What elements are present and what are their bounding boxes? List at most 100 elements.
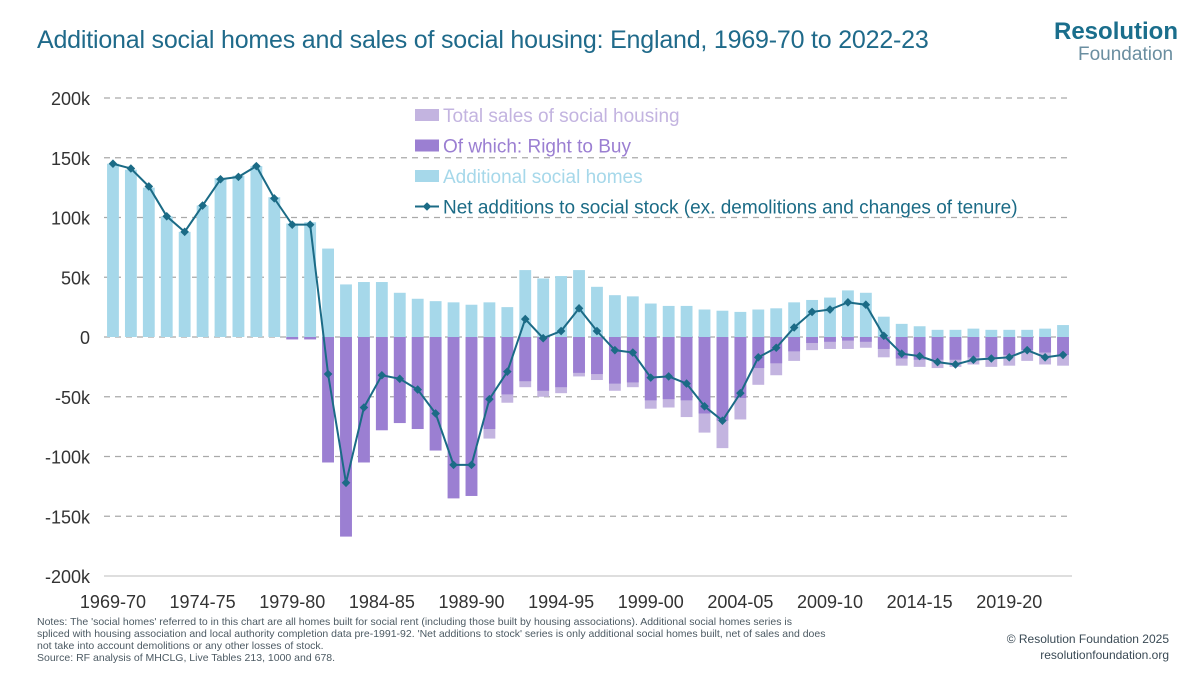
net-additions-marker [574, 304, 584, 313]
source-line: Source: RF analysis of MHCLG, Live Table… [37, 651, 336, 664]
y-tick-label: 200k [51, 89, 91, 109]
x-tick-label: 2004-05 [707, 592, 773, 612]
total-sales-bar [806, 337, 818, 351]
net-additions-marker [700, 402, 709, 411]
additional-homes-bar [1021, 329, 1034, 337]
additional-homes-bar [142, 187, 155, 337]
right-to-buy-bar [626, 337, 639, 383]
right-to-buy-bar [788, 337, 801, 352]
net-additions-marker [144, 182, 154, 191]
additional-homes-bar [304, 222, 317, 337]
additional-homes-bar [770, 308, 783, 337]
legend-label: Additional social homes [443, 167, 643, 188]
additional-homes-bar [429, 301, 442, 337]
net-additions-marker [431, 409, 440, 418]
logo-sub-text: Foundation [1078, 44, 1174, 65]
right-to-buy-bar [322, 337, 334, 463]
net-additions-marker [753, 353, 763, 362]
additional-homes-bar [591, 286, 603, 337]
additional-homes-bar [214, 178, 227, 337]
chart-notes: Notes: The 'social homes' referred to in… [37, 616, 997, 664]
y-tick-label: 100k [51, 209, 91, 229]
right-to-buy-bar [931, 337, 944, 360]
net-additions-marker [395, 374, 405, 384]
additional-homes-bar [519, 270, 532, 337]
right-to-buy-bar [1039, 337, 1052, 353]
y-tick-label: -200k [45, 567, 91, 587]
net-additions-marker [162, 212, 172, 221]
right-to-buy-bar [537, 337, 550, 391]
additional-homes-bar [680, 305, 693, 337]
net-additions-marker [485, 394, 494, 404]
net-additions-marker [556, 326, 566, 336]
net-additions-marker [592, 326, 602, 336]
additional-homes-bar [375, 282, 388, 337]
additional-homes-bar [716, 310, 729, 337]
additional-homes-bar [196, 205, 209, 337]
x-tick-label: 1979-80 [259, 592, 325, 612]
notes-line: not take into account demolitions or any… [37, 639, 324, 652]
right-to-buy-bar [806, 337, 818, 343]
net-additions-marker [825, 305, 835, 314]
total-sales-bar [842, 337, 854, 349]
y-tick-label: 150k [51, 149, 91, 169]
total-sales-bar [859, 337, 872, 348]
additional-homes-bar [967, 328, 980, 337]
net-additions-marker [789, 323, 799, 332]
additional-homes-bar [107, 163, 119, 337]
right-to-buy-bar [429, 337, 442, 451]
additional-homes-bar [608, 295, 621, 337]
net-additions-marker [252, 161, 261, 171]
website-text: resolutionfoundation.org [1040, 647, 1169, 662]
page-title: Additional social homes and sales of soc… [37, 26, 929, 54]
additional-homes-bar [447, 302, 460, 337]
additional-homes-bar [268, 197, 281, 337]
legend-swatch-marker [422, 202, 432, 211]
net-additions-marker [520, 314, 530, 324]
additional-homes-bar [931, 329, 944, 337]
additional-homes-bar [788, 302, 801, 337]
legend: Total sales of social housing Of which: R… [415, 106, 1018, 219]
additional-homes-bar [340, 284, 352, 337]
net-additions-marker [933, 357, 942, 367]
additional-homes-bar [626, 296, 639, 337]
net-additions-marker [449, 460, 458, 470]
copyright-text: © Resolution Foundation 2025 [1006, 632, 1169, 646]
right-to-buy-bar [501, 337, 514, 395]
net-additions-marker [538, 333, 548, 343]
right-to-buy-bar [286, 337, 299, 340]
additional-homes-bar [411, 298, 424, 337]
net-additions-marker [198, 201, 207, 210]
additional-homes-bar [662, 305, 675, 337]
net-additions-marker [628, 348, 638, 357]
net-additions-marker [718, 416, 727, 425]
right-to-buy-bar [824, 337, 836, 342]
legend-swatch [415, 109, 439, 121]
additional-homes-bar [358, 282, 370, 337]
right-to-buy-bar [680, 337, 693, 401]
legend-label: Net additions to social stock (ex. demol… [443, 198, 1018, 219]
right-to-buy-bar [483, 337, 496, 430]
net-additions-marker [1058, 350, 1068, 360]
additional-homes-bar [1039, 328, 1052, 337]
additional-homes-bar [555, 276, 568, 337]
legend-label: Of which: Right to Buy [443, 137, 631, 158]
total-sales-bar [824, 337, 836, 349]
notes-line: Notes: The 'social homes' referred to in… [37, 616, 792, 628]
legend-swatch [415, 170, 439, 182]
x-tick-label: 1984-85 [349, 592, 415, 612]
bars [107, 163, 1069, 537]
x-tick-label: 1999-00 [618, 592, 684, 612]
right-to-buy-bar [555, 337, 568, 388]
y-tick-label: -50k [55, 388, 91, 408]
net-additions-marker [341, 478, 351, 488]
net-additions-marker [180, 227, 189, 237]
right-to-buy-bar [447, 337, 460, 499]
additional-homes-bar [985, 329, 998, 337]
right-to-buy-bar [967, 337, 980, 358]
additional-homes-bar [1057, 325, 1069, 337]
right-to-buy-bar [985, 337, 998, 358]
net-additions-marker [646, 373, 656, 382]
additional-homes-bar [877, 316, 890, 337]
